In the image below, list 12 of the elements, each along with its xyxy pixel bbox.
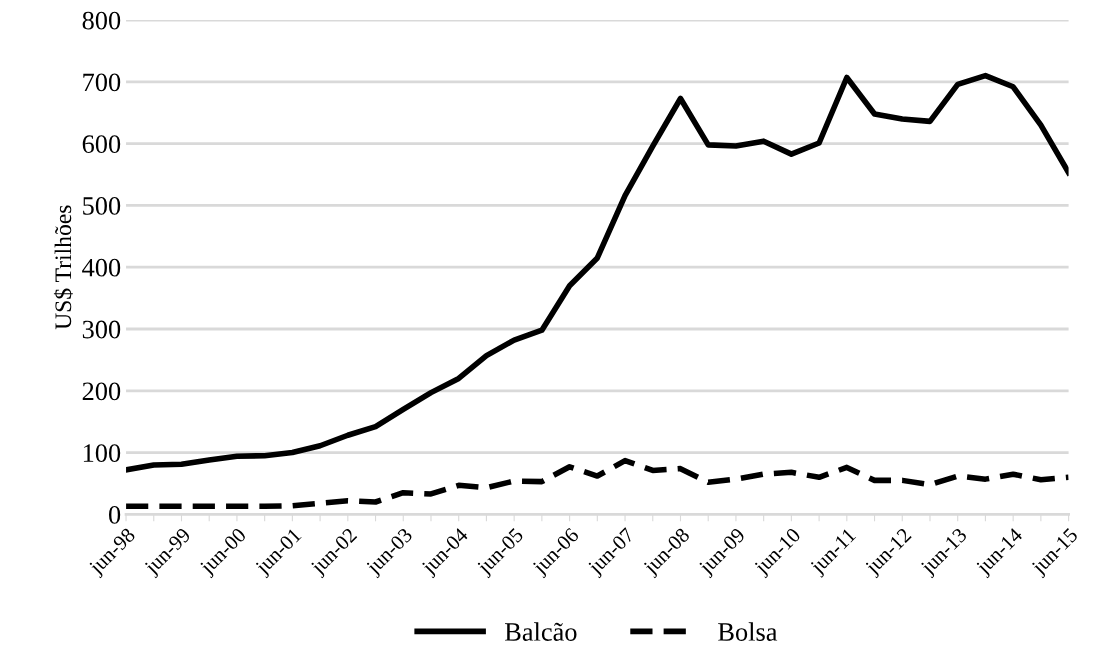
y-tick-label: 400: [82, 258, 121, 277]
y-tick-label: 800: [82, 11, 121, 30]
y-tick-label: 600: [82, 135, 121, 154]
y-tick-label: 300: [82, 320, 121, 339]
y-tick-label: 0: [108, 505, 121, 524]
y-tick-label: 500: [83, 197, 121, 215]
y-tick-label: 700: [83, 73, 121, 92]
y-axis-title: US$ Trilhões: [53, 205, 73, 330]
y-tick-label: 100: [83, 444, 121, 462]
legend-label: Bolsa: [718, 622, 778, 641]
y-tick-label: 200: [82, 382, 121, 401]
legend-label: Balcão: [505, 622, 577, 641]
